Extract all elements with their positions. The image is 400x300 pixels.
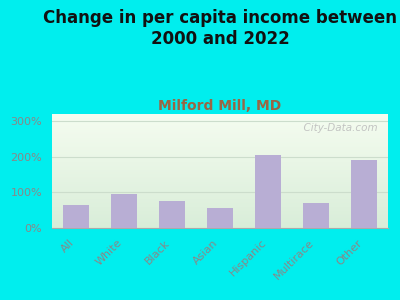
Bar	[303, 203, 329, 228]
Text: City-Data.com: City-Data.com	[297, 123, 378, 133]
Bar	[207, 208, 233, 228]
Bar	[351, 160, 377, 228]
Bar	[159, 201, 185, 228]
Text: Change in per capita income between
2000 and 2022: Change in per capita income between 2000…	[43, 9, 397, 48]
Bar	[63, 205, 89, 228]
Text: Milford Mill, MD: Milford Mill, MD	[158, 99, 282, 113]
Bar	[111, 194, 137, 228]
Bar	[255, 155, 281, 228]
